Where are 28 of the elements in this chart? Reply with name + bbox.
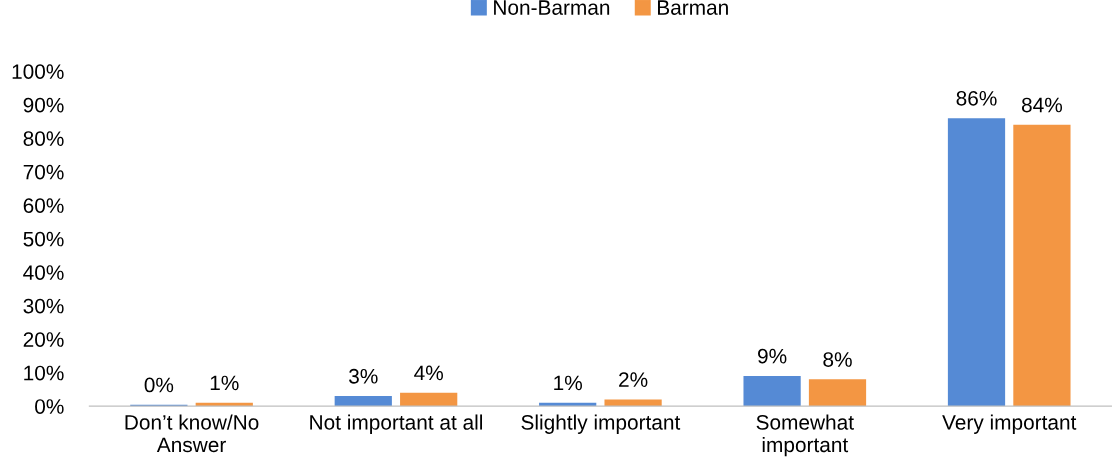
data-label: 1% [554, 375, 582, 391]
data-label: 86% [956, 90, 997, 106]
data-label: 1% [210, 375, 239, 391]
data-label: 2% [619, 372, 648, 387]
y-tick-label: 80% [23, 131, 64, 146]
data-label: 84% [1021, 97, 1063, 113]
y-tick-label: 100% [12, 64, 64, 79]
data-label: 8% [823, 352, 852, 367]
y-tick-label: 0% [35, 399, 64, 414]
y-tick-label: 20% [23, 332, 64, 347]
y-tick-label: 70% [23, 164, 64, 180]
x-tick-label: Not important at all [310, 414, 483, 434]
y-tick-label: 30% [23, 298, 64, 314]
y-tick-label: 50% [23, 231, 64, 247]
y-tick-label: 40% [23, 265, 64, 280]
data-label: 0% [144, 377, 174, 393]
y-tick-label: 60% [23, 198, 64, 213]
legend-label: Barman [658, 0, 728, 15]
data-label: 4% [414, 365, 443, 381]
data-label: 3% [349, 368, 378, 384]
x-tick-label: Very important [942, 414, 1077, 434]
y-tick-label: 10% [24, 365, 64, 381]
x-tick-label: Somewhat important [756, 414, 854, 457]
y-tick-label: 90% [23, 97, 64, 113]
data-label: 9% [758, 348, 787, 364]
x-tick-label: Don’t know/No Answer [125, 414, 259, 453]
x-tick-label: Slightly important [521, 414, 681, 434]
legend-label: Non-Barman [494, 0, 610, 15]
